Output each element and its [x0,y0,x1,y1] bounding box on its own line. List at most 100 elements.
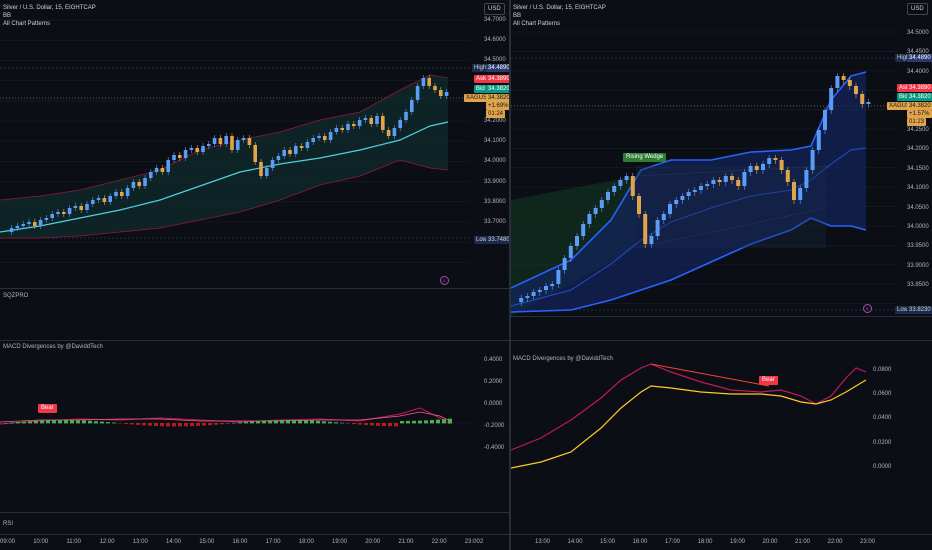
right-candle [568,246,573,258]
left-event-icon[interactable]: E [440,276,449,285]
right-price-tick: 33.9000 [907,262,929,269]
left-macd-hist [214,423,218,425]
left-candle [439,90,443,96]
right-candle [699,186,703,190]
left-macd-hist [202,423,206,426]
right-time-tick: 16:00 [632,539,648,545]
right-candle [637,196,641,214]
left-candle [404,112,408,120]
left-time-tick: 23:00 [464,539,480,545]
left-bb-indicator[interactable]: BB [3,13,12,19]
right-symbol[interactable]: Silver / U.S. Dollar, 15, EIGHTCAP [513,5,606,11]
left-candle [375,116,379,124]
right-high-label: High [895,54,912,62]
right-candle [748,166,753,172]
right-candle [649,236,654,244]
left-macd-hist [52,420,56,424]
left-candle [189,148,194,150]
right-candle [668,204,672,214]
left-rsi-title[interactable]: RSI [3,521,14,527]
left-high-label: High [472,64,489,72]
left-patterns-indicator[interactable]: All Chart Patterns [3,21,51,27]
left-currency-button[interactable]: USD [484,3,505,15]
right-candle [618,180,623,186]
right-price-tick: 34.1500 [907,165,929,172]
right-candle [593,208,598,214]
left-time-tick: 12:00 [99,539,115,545]
right-candle [630,176,635,196]
left-ask-label: Ask [474,75,489,83]
left-macd-hist [40,420,44,424]
left-macd-hist [298,420,302,424]
right-last-price: 34.3820 [907,102,932,110]
left-macd-title[interactable]: MACD Divergences by @DaviddTech [3,344,103,350]
right-event-icon[interactable]: E [863,304,872,313]
left-macd-hist [76,420,80,424]
left-price-tick: 33.8000 [484,198,506,205]
left-candle [33,222,37,226]
left-macd-hist [316,420,320,424]
right-timer: 01:23 [907,118,927,126]
left-macd-tick: 0.4000 [484,357,503,363]
right-price-canvas[interactable] [511,0,932,550]
right-price-tick: 33.9500 [907,243,929,250]
left-chart[interactable]: Silver / U.S. Dollar, 15, EIGHTCAP BB Al… [0,0,509,550]
right-bb-indicator[interactable]: BB [513,13,522,19]
left-macd-hist [346,423,350,424]
left-macd-tick: 0.2000 [484,379,503,385]
left-macd-hist [238,422,242,424]
left-time-tick: 16:00 [232,539,248,545]
right-candle [686,192,691,196]
right-candle [661,214,666,220]
left-macd-hist [82,420,86,424]
right-time-tick: 17:00 [665,539,681,545]
left-change: +1.69% [486,102,509,110]
left-price-canvas[interactable] [0,0,509,550]
right-candle [643,214,648,244]
right-patterns-indicator[interactable]: All Chart Patterns [513,21,561,27]
left-bb-basis [0,121,449,233]
right-time-tick: 23:00 [860,539,876,545]
right-candle [581,224,586,236]
left-symbol[interactable]: Silver / U.S. Dollar, 15, EIGHTCAP [3,5,96,11]
left-candle [311,138,315,142]
left-candle [131,182,136,188]
left-price-tick: 34.0000 [484,158,506,165]
left-candle [270,160,275,168]
left-macd-hist [178,423,182,427]
left-macd-hist [430,420,434,424]
right-bear-label: Bear [759,376,778,385]
left-price-tick: 34.2000 [484,118,506,124]
right-candle [519,298,524,302]
left-macd-hist [274,420,278,424]
left-macd-hist [250,421,254,424]
left-sqz-title[interactable]: SQZPRO [3,293,29,299]
right-candle [717,180,722,182]
left-macd-hist [94,421,98,424]
left-candle [114,192,118,196]
left-candle [160,168,165,172]
left-time-tick: 19:00 [332,539,348,545]
right-price-tick: 34.4000 [907,68,929,75]
right-price-tick: 34.2000 [907,146,929,153]
left-macd-hist [244,421,248,424]
left-price-tick: 34.1000 [484,138,506,145]
right-currency-button[interactable]: USD [907,3,928,15]
right-macd-title[interactable]: MACD Divergences by @DaviddTech [513,356,613,362]
left-macd-hist [58,420,62,424]
right-legend: Silver / U.S. Dollar, 15, EIGHTCAP BB Al… [513,4,606,28]
right-candle [866,102,871,104]
right-candle [655,220,660,236]
left-candle [149,172,153,178]
right-candle [785,170,790,182]
left-macd-hist [190,423,194,427]
right-time-tick: 22:00 [827,539,843,545]
right-price-tick: 34.0500 [907,204,929,211]
right-bb-basis [511,147,867,307]
left-candle [415,86,420,100]
right-bb-upper [511,71,867,289]
left-macd-hist [412,420,416,424]
left-candle [259,162,263,176]
right-price-tick: 34.0000 [907,224,929,230]
right-chart[interactable]: Silver / U.S. Dollar, 15, EIGHTCAP BB Al… [511,0,932,550]
